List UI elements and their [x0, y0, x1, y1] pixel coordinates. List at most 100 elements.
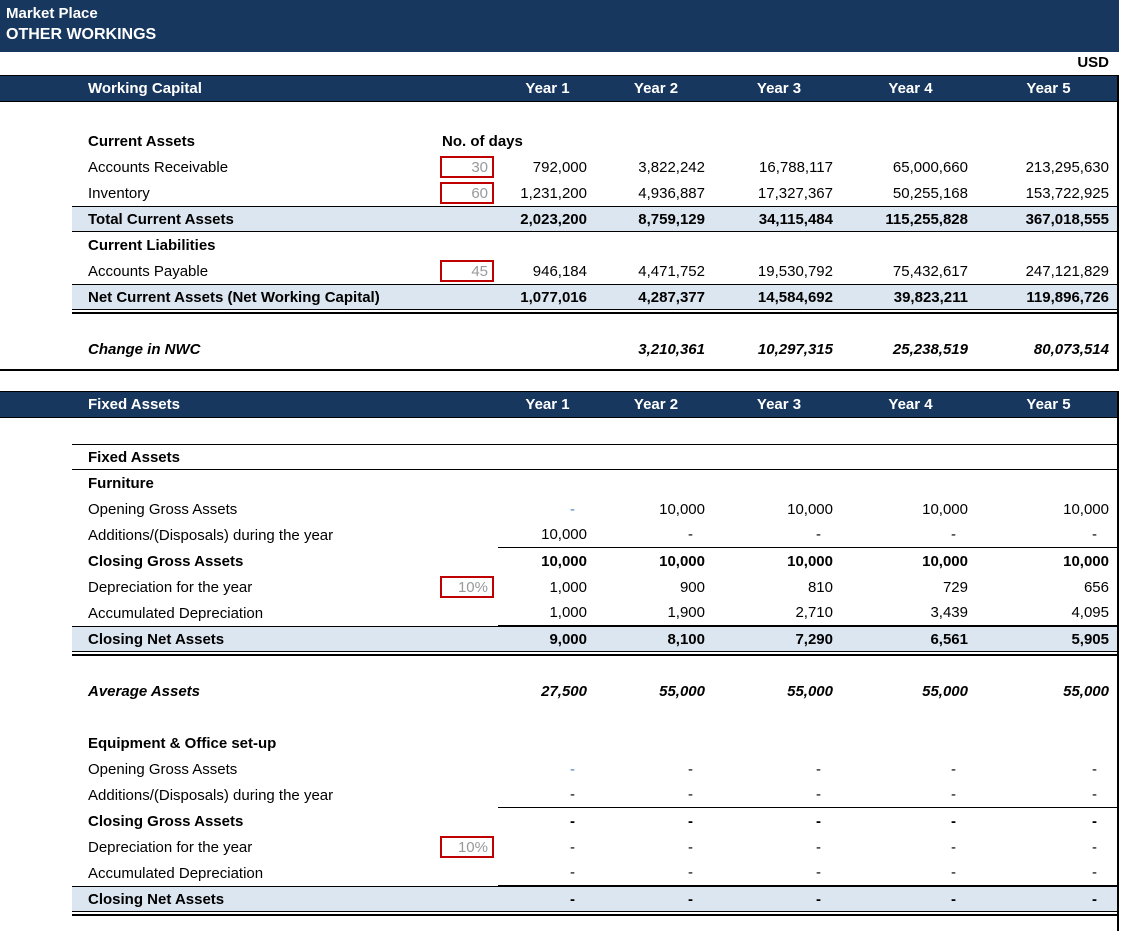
gutter	[0, 76, 72, 101]
col-header-year5: Year 5	[1026, 80, 1071, 97]
table-row-accounts-receivable: Accounts Receivable 30 792,000 3,822,242…	[0, 154, 1117, 180]
equipment-heading-row: Equipment & Office set-up	[0, 730, 1117, 756]
row-label: Depreciation for the year	[88, 838, 253, 856]
cell-year1: 27,500	[541, 682, 587, 700]
cell-year3: -	[816, 890, 821, 908]
days-input-accounts-receivable[interactable]: 30	[440, 156, 494, 178]
row-label: Inventory	[88, 184, 150, 202]
cell-year2: 10,000	[659, 552, 705, 570]
furniture-heading: Furniture	[88, 474, 154, 492]
fixed-assets-section-title: Fixed Assets	[88, 396, 180, 413]
table-row-total-current-assets: Total Current Assets 2,023,200 8,759,129…	[0, 206, 1117, 232]
table-row-equipment-accumulated: Accumulated Depreciation - - - - -	[0, 860, 1119, 886]
cell-year3: -	[715, 782, 843, 808]
cell-year4: -	[951, 812, 956, 830]
row-label: Closing Gross Assets	[88, 812, 244, 830]
row-label: Additions/(Disposals) during the year	[88, 786, 334, 804]
cell-year2: -	[597, 522, 715, 548]
cell-year4: 729	[942, 578, 968, 596]
furniture-heading-row: Furniture	[0, 470, 1117, 496]
cell-year4: -	[951, 838, 956, 856]
table-row-furniture-closing-gross: Closing Gross Assets 10,000 10,000 10,00…	[0, 548, 1117, 574]
cell-year5: 153,722,925	[1025, 184, 1109, 202]
cell-year2: -	[688, 890, 693, 908]
cell-year4: -	[951, 890, 956, 908]
cell-year2: -	[597, 782, 715, 808]
cell-year5: -	[1092, 812, 1097, 830]
current-assets-header-row: Current Assets No. of days	[0, 128, 1117, 154]
cell-year4: 25,238,519	[892, 340, 968, 358]
table-row-equipment-closing-net: Closing Net Assets - - - - -	[0, 886, 1117, 916]
cell-year2: -	[688, 812, 693, 830]
cell-year2: 4,936,887	[638, 184, 705, 202]
days-input-accounts-payable[interactable]: 45	[440, 260, 494, 282]
cell-year3: 10,000	[787, 500, 833, 518]
cell-year4: 39,823,211	[893, 288, 968, 306]
cell-year1: -	[498, 782, 597, 808]
col-header-year1: Year 1	[525, 396, 570, 413]
cell-year2: 3,210,361	[638, 340, 705, 358]
cell-year5: 213,295,630	[1025, 158, 1109, 176]
cell-year4: 10,000	[922, 552, 968, 570]
table-row-furniture-accumulated: Accumulated Depreciation 1,000 1,900 2,7…	[0, 600, 1119, 626]
fixed-assets-header-row: Fixed Assets Year 1 Year 2 Year 3 Year 4…	[0, 392, 1117, 418]
cell-year2: -	[688, 838, 693, 856]
row-label: Opening Gross Assets	[88, 760, 238, 778]
current-liabilities-header-row: Current Liabilities	[0, 232, 1117, 258]
depreciation-rate-input-equipment[interactable]: 10%	[440, 836, 494, 858]
row-label: Change in NWC	[88, 340, 201, 358]
table-row-accounts-payable: Accounts Payable 45 946,184 4,471,752 19…	[0, 258, 1117, 284]
cell-year2: 8,759,129	[638, 210, 705, 228]
cell-year2: 8,100	[667, 630, 705, 648]
row-label: Accounts Payable	[88, 262, 209, 280]
cell-year3: -	[816, 812, 821, 830]
row-label: Net Current Assets (Net Working Capital)	[88, 288, 380, 306]
current-assets-heading: Current Assets	[88, 132, 195, 150]
row-label: Closing Gross Assets	[88, 552, 244, 570]
table-row-change-in-nwc: Change in NWC 3,210,361 10,297,315 25,23…	[0, 336, 1117, 362]
cell-year2: 4,287,377	[638, 288, 705, 306]
cell-year5: 367,018,555	[1025, 210, 1109, 228]
cell-year4: -	[843, 522, 978, 548]
cell-year1: 1,000	[498, 600, 597, 626]
table-row-average-assets: Average Assets 27,500 55,000 55,000 55,0…	[0, 678, 1117, 704]
cell-year3: 55,000	[787, 682, 833, 700]
cell-year3: 34,115,484	[758, 210, 833, 228]
cell-year4: 10,000	[922, 500, 968, 518]
cell-year1: 9,000	[549, 630, 587, 648]
cell-year3: -	[816, 760, 821, 778]
col-header-year4: Year 4	[888, 396, 933, 413]
cell-year4: -	[843, 782, 978, 808]
cell-year3: 17,327,367	[757, 184, 833, 202]
table-row-inventory: Inventory 60 1,231,200 4,936,887 17,327,…	[0, 180, 1117, 206]
spacer-row	[0, 418, 1117, 444]
cell-year1: 1,231,200	[520, 184, 587, 202]
row-label: Opening Gross Assets	[88, 500, 238, 518]
cell-year1: 2,023,200	[520, 210, 587, 228]
cell-year5: -	[978, 782, 1119, 808]
cell-year2: 3,822,242	[638, 158, 705, 176]
col-header-year5: Year 5	[1026, 396, 1071, 413]
table-row-furniture-additions: Additions/(Disposals) during the year 10…	[0, 522, 1119, 548]
no-of-days-heading: No. of days	[442, 132, 523, 150]
cell-year5: 247,121,829	[1025, 262, 1109, 280]
depreciation-rate-input-furniture[interactable]: 10%	[440, 576, 494, 598]
equipment-heading: Equipment & Office set-up	[88, 734, 277, 752]
cell-year1: -	[570, 838, 575, 856]
table-row-furniture-depreciation: Depreciation for the year 10% 1,000 900 …	[0, 574, 1117, 600]
cell-year1	[498, 336, 597, 362]
cell-year3: -	[715, 522, 843, 548]
cell-year5: 10,000	[1063, 500, 1109, 518]
working-capital-header-row: Working Capital Year 1 Year 2 Year 3 Yea…	[0, 76, 1117, 102]
days-input-inventory[interactable]: 60	[440, 182, 494, 204]
cell-year5: -	[978, 522, 1119, 548]
gutter	[0, 392, 72, 417]
cell-year5: -	[1092, 838, 1097, 856]
cell-year2: -	[597, 860, 715, 886]
cell-year5: 80,073,514	[1033, 340, 1109, 358]
table-row-equipment-additions: Additions/(Disposals) during the year - …	[0, 782, 1119, 808]
workbook-title: Market Place	[6, 5, 98, 22]
cell-year1: -	[570, 760, 575, 778]
cell-year5: 656	[1083, 578, 1109, 596]
cell-year1: 1,000	[549, 578, 587, 596]
